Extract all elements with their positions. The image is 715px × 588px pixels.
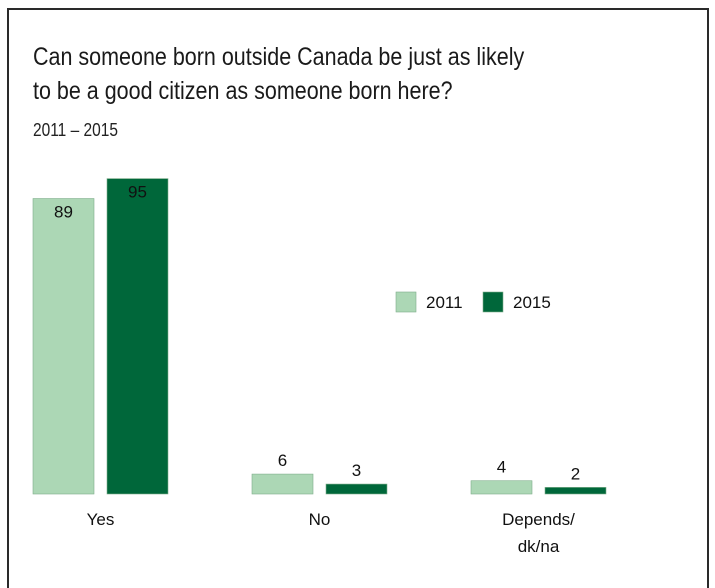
- legend-label-2011: 2011: [426, 293, 463, 312]
- legend-swatch-2011: [395, 291, 417, 313]
- data-label-2011-2: 4: [497, 458, 506, 477]
- category-label-0-0: Yes: [87, 510, 115, 529]
- chart-subtitle: 2011 – 2015: [33, 120, 118, 140]
- bar-2015-1: [325, 483, 388, 495]
- data-label-2015-0: 95: [128, 183, 147, 202]
- chart-title: Can someone born outside Canada be just …: [33, 40, 549, 108]
- bar-2011-0: [32, 198, 95, 495]
- bar-2015-2: [544, 487, 607, 495]
- legend-label-2015: 2015: [513, 293, 551, 312]
- category-label-2-0: Depends/: [502, 510, 575, 529]
- data-label-2015-2: 2: [571, 464, 580, 483]
- legend-swatch-2015: [482, 291, 504, 313]
- category-label-2-1: dk/na: [518, 537, 560, 556]
- data-label-2011-0: 89: [54, 203, 73, 222]
- bar-2015-0: [106, 178, 169, 495]
- data-label-2011-1: 6: [278, 451, 287, 470]
- data-label-2015-1: 3: [352, 461, 361, 480]
- chart-title-line-1: Can someone born outside Canada be just …: [33, 43, 525, 71]
- category-label-1-0: No: [309, 510, 331, 529]
- chart-title-line-2: to be a good citizen as someone born her…: [33, 77, 453, 105]
- bar-2011-2: [470, 480, 533, 495]
- bar-2011-1: [251, 473, 314, 495]
